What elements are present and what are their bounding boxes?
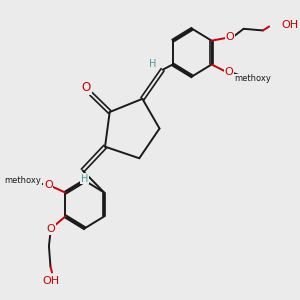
Text: O: O: [82, 81, 91, 94]
Text: O: O: [224, 68, 233, 77]
Text: O: O: [46, 224, 55, 234]
Text: methoxy: methoxy: [4, 176, 41, 185]
Text: methoxy: methoxy: [234, 74, 271, 83]
Text: OH: OH: [281, 20, 298, 31]
Text: H: H: [149, 59, 156, 69]
Text: H: H: [80, 174, 88, 184]
Text: O: O: [225, 32, 234, 42]
Text: O: O: [44, 180, 53, 190]
Text: OH: OH: [42, 276, 59, 286]
